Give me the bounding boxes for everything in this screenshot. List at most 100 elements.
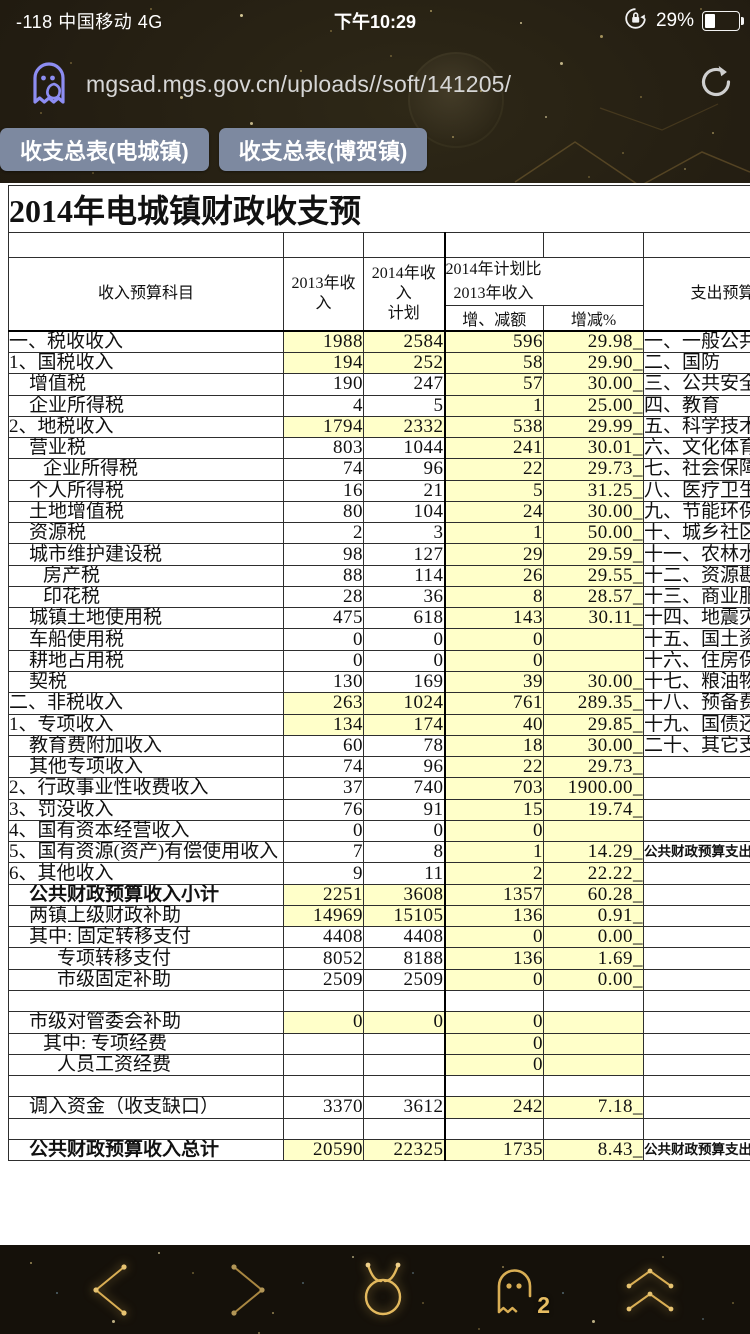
cell-2014-plan <box>363 1053 445 1077</box>
cell-pct: 22.22_ <box>543 862 644 885</box>
cell-diff: 143 <box>443 607 544 630</box>
cell-expenditure: 五、科学技术 <box>642 415 750 439</box>
cell-expenditure <box>642 989 750 1013</box>
cell-2014-plan: 78 <box>363 734 445 758</box>
cell-2013-value: 98 <box>283 543 364 566</box>
cell-2013-value: 28 <box>283 585 364 609</box>
cell-pct <box>543 1117 644 1140</box>
cell-2013-value: 803 <box>283 437 364 460</box>
tab-sheet-diancheng[interactable]: 收支总表(电城镇) <box>0 128 209 171</box>
cell-expenditure <box>642 926 750 949</box>
cell-pct <box>543 1075 644 1098</box>
cell-subject: 营业税 <box>8 437 284 460</box>
cell-expenditure: 十三、商业服务业等 <box>642 585 750 609</box>
cell-pct: 30.01_ <box>543 437 644 460</box>
cell-2013-value: 4 <box>283 394 364 417</box>
cell-diff: 0 <box>443 649 544 672</box>
forward-button[interactable] <box>213 1257 283 1323</box>
battery-icon <box>702 11 744 31</box>
cell-diff <box>443 1117 544 1140</box>
cell-expenditure: 十七、粮油物资储备 <box>642 670 750 694</box>
cell-subject: 5、国有资源(资产)有偿使用收入 <box>8 841 284 864</box>
cell-pct: 31.25_ <box>543 479 644 502</box>
cell-expenditure <box>642 947 750 970</box>
cell-2014-plan: 247 <box>363 373 445 396</box>
table-body: 2014年电城镇财政收支预 收入预算科目 2013年收入 2014年收入 计划 2… <box>7 185 750 1162</box>
table-row: 专项转移支付 8052 8188 136 1.69_ <box>8 947 750 970</box>
cell-subject: 企业所得税 <box>8 458 284 481</box>
back-button[interactable] <box>75 1257 145 1323</box>
cell-subject: 2、行政事业性收费收入 <box>8 777 284 800</box>
cell-expenditure <box>642 1117 750 1140</box>
cell-subject: 1、国税收入 <box>8 351 284 375</box>
cell-subject <box>8 989 284 1013</box>
cell-diff: 26 <box>443 564 544 587</box>
cell-subject: 1、专项收入 <box>8 713 284 736</box>
cell-diff: 29 <box>443 543 544 566</box>
cell-diff: 1 <box>443 394 544 417</box>
cell-diff: 241 <box>443 437 544 460</box>
cell-diff: 0 <box>443 926 544 949</box>
cell-subject <box>8 1075 284 1098</box>
menu-button[interactable] <box>615 1257 685 1323</box>
windows-button[interactable]: 2 <box>482 1257 552 1323</box>
cell-pct: 29.73_ <box>543 756 644 779</box>
table-row: 5、国有资源(资产)有偿使用收入 7 8 1 14.29_ 公共财政预算支出 <box>8 841 750 864</box>
cell-2014-plan: 0 <box>363 819 445 843</box>
cell-2013-value: 60 <box>283 734 364 758</box>
cell-2014-plan <box>363 1117 445 1140</box>
table-row: 个人所得税 16 21 5 31.25_ 八、医疗卫生 <box>8 479 750 502</box>
cell-2013-value: 74 <box>283 756 364 779</box>
cell-2014-plan: 0 <box>363 649 445 672</box>
cell-2013-value: 7 <box>283 841 364 864</box>
cell-expenditure: 八、医疗卫生 <box>642 479 750 502</box>
cell-2014-plan: 96 <box>363 756 445 779</box>
cell-pct <box>543 649 644 672</box>
browser-home-button[interactable] <box>348 1257 418 1323</box>
reload-icon[interactable] <box>696 62 736 107</box>
cell-2013-value: 8052 <box>283 947 364 970</box>
cell-pct <box>543 1032 644 1055</box>
url-text[interactable]: mgsad.mgs.gov.cn/uploads//soft/141205/ <box>86 70 512 97</box>
window-count-badge: 2 <box>537 1292 550 1318</box>
cell-subject: 3、罚没收入 <box>8 798 284 821</box>
address-bar[interactable]: mgsad.mgs.gov.cn/uploads//soft/141205/ <box>0 44 750 124</box>
table-row: 其中: 专项经费 0 <box>8 1032 750 1055</box>
cell-pct: 29.73_ <box>543 458 644 481</box>
cell-expenditure <box>642 883 750 906</box>
col-header-pct: 增减% <box>543 305 644 332</box>
cell-2014-plan: 3608 <box>363 883 445 906</box>
cell-2013-value: 1988 <box>283 330 364 353</box>
cell-diff: 703 <box>443 777 544 800</box>
web-page-content[interactable]: 2014年电城镇财政收支预 收入预算科目 2013年收入 2014年收入 计划 2… <box>0 183 750 1245</box>
cell-diff: 40 <box>443 713 544 736</box>
cell-expenditure: 十、城乡社区事务 <box>642 522 750 545</box>
cell-subject: 两镇上级财政补助 <box>8 904 284 928</box>
cell-expenditure: 十一、农林水事务 <box>642 543 750 566</box>
table-row: 两镇上级财政补助 14969 15105 136 0.91_ <box>8 904 750 928</box>
table-row: 二、非税收入 263 1024 761 289.35_ 十八、预备费 <box>8 692 750 715</box>
cell-subject: 资源税 <box>8 522 284 545</box>
cell-2013-value: 2509 <box>283 968 364 991</box>
cell-pct: 50.00_ <box>543 522 644 545</box>
cell-expenditure: 公共财政预算支出 <box>642 1138 750 1162</box>
tab-sheet-bohe[interactable]: 收支总表(博贺镇) <box>218 128 428 171</box>
table-row: 其中: 固定转移支付 4408 4408 0 0.00_ <box>8 926 750 949</box>
cell-expenditure: 十六、住房保障支出 <box>642 649 750 672</box>
table-row: 市级对管委会补助 0 0 0 <box>8 1011 750 1034</box>
cell-diff: 58 <box>443 351 544 375</box>
cell-2014-plan: 169 <box>363 670 445 694</box>
cell-diff: 1357 <box>443 883 544 906</box>
cell-subject: 契税 <box>8 670 284 694</box>
cell-diff: 8 <box>443 585 544 609</box>
cell-2013-value <box>283 1117 364 1140</box>
cell-2014-plan: 15105 <box>363 904 445 928</box>
cell-diff: 0 <box>443 1053 544 1077</box>
cell-2014-plan: 127 <box>363 543 445 566</box>
